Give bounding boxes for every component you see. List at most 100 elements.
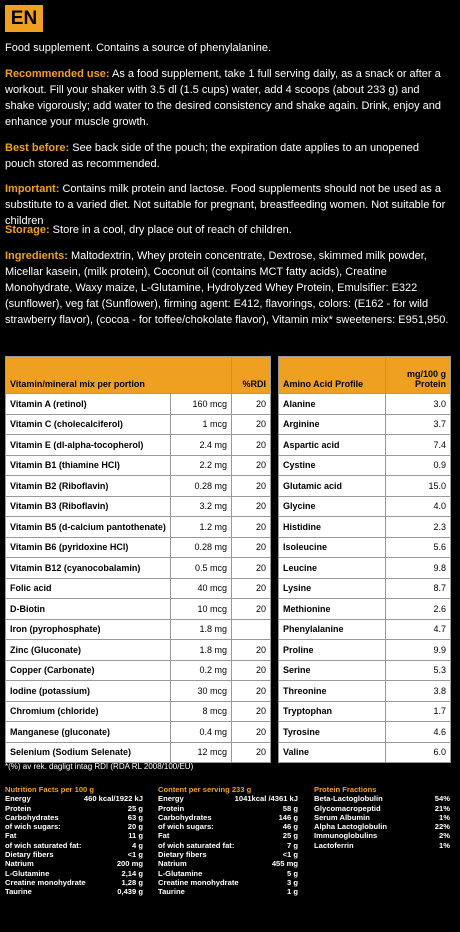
vitamin-rdi: 20 (231, 557, 271, 579)
vitamin-name: Iron (pyrophosphate) (5, 618, 171, 640)
nutrition-100g-row-label: Creatine monohydrate (5, 877, 86, 887)
vitamin-row: Selenium (Sodium Selenate) 12 mcg 20 (5, 741, 271, 763)
protein-fraction-row: Serum Albumin 1% (314, 813, 450, 822)
amino-name: Serine (278, 659, 386, 681)
vitamin-row: Vitamin A (retinol) 160 mcg 20 (5, 393, 271, 415)
amino-value: 0.9 (385, 454, 451, 476)
vitamin-amount: 1.2 mg (170, 516, 232, 538)
nutrition-serving-row-label: of wich sugars: (158, 822, 214, 832)
amino-value: 3.0 (385, 393, 451, 415)
vitamin-amount: 160 mcg (170, 393, 232, 415)
nutrition-100g-row: Energy 460 kcal/1922 kJ (5, 794, 143, 803)
amino-row: Proline 9.9 (278, 639, 451, 661)
vitamin-name: Manganese (gluconate) (5, 721, 171, 743)
nutrition-100g-row-value: 20 g (127, 822, 143, 832)
vitamin-rdi: 20 (231, 577, 271, 599)
nutrition-100g-row-label: Fat (5, 831, 17, 841)
vitamin-row: Iron (pyrophosphate) 1.8 mg (5, 618, 271, 640)
nutrition-serving-row-value: <1 g (282, 850, 298, 860)
vitamin-amount: 30 mcg (170, 680, 232, 702)
amino-table-header: Amino Acid Profile mg/100 g Protein (278, 356, 451, 394)
vitamin-name: Vitamin B5 (d-calcium pantothenate) (5, 516, 171, 538)
vitamin-amount: 2.2 mg (170, 454, 232, 476)
vitamin-rdi: 20 (231, 700, 271, 722)
vitamin-row: Vitamin C (cholecalciferol) 1 mcg 20 (5, 413, 271, 435)
vitamin-row: Vitamin B2 (Riboflavin) 0.28 mg 20 (5, 475, 271, 497)
vitamin-name: D-Biotin (5, 598, 171, 620)
amino-row: Phenylalanine 4.7 (278, 618, 451, 640)
vitamin-row: Iodine (potassium) 30 mcg 20 (5, 680, 271, 702)
vitamin-name: Vitamin B6 (pyridoxine HCl) (5, 536, 171, 558)
nutrition-100g-row: Natrium 200 mg (5, 859, 143, 868)
amino-name: Leucine (278, 557, 386, 579)
vitamin-rdi: 20 (231, 536, 271, 558)
nutrition-100g-row-value: 200 mg (116, 859, 143, 869)
vitamin-row: Folic acid 40 mcg 20 (5, 577, 271, 599)
amino-row: Tyrosine 4.6 (278, 721, 451, 743)
amino-row: Alanine 3.0 (278, 393, 451, 415)
nutrition-100g-heading: Nutrition Facts per 100 g (5, 785, 95, 794)
protein-fraction-row-label: Glycomacropeptid (314, 803, 381, 813)
amino-row: Glycine 4.0 (278, 495, 451, 517)
vitamin-rdi: 20 (231, 598, 271, 620)
amino-name: Methionine (278, 598, 386, 620)
protein-fraction-row: Beta-Lactoglobulin 54% (314, 794, 450, 803)
nutrition-100g-row-label: Dietary fibers (5, 850, 54, 860)
vitamin-rdi: 20 (231, 721, 271, 743)
amino-row: Histidine 2.3 (278, 516, 451, 538)
nutrition-100g-row-value: 460 kcal/1922 kJ (83, 794, 143, 804)
nutrition-serving-row: of wich sugars: 46 g (158, 822, 298, 831)
nutrition-serving-row: Taurine 1 g (158, 887, 298, 896)
nutrition-100g-row: L-Glutamine 2,14 g (5, 869, 143, 878)
vitamin-name: Zinc (Gluconate) (5, 639, 171, 661)
amino-name: Phenylalanine (278, 618, 386, 640)
amino-row: Leucine 9.8 (278, 557, 451, 579)
protein-fraction-row-value: 1% (439, 812, 450, 822)
nutrition-100g-row-value: 4 g (132, 840, 143, 850)
nutrition-100g-row-label: Carbohydrates (5, 812, 59, 822)
vitamin-rdi: 20 (231, 639, 271, 661)
ingredients-label: Ingredients: (5, 250, 68, 262)
nutrition-100g-row-label: Energy (5, 794, 31, 804)
nutrition-serving-row-value: 5 g (287, 868, 298, 878)
nutrition-serving-row-value: 455 mg (271, 859, 298, 869)
amino-value: 6.0 (385, 741, 451, 763)
amino-name: Threonine (278, 680, 386, 702)
amino-name: Arginine (278, 413, 386, 435)
vitamin-header-rdi: %RDI (231, 356, 271, 394)
protein-fraction-row-value: 1% (439, 840, 450, 850)
nutrition-100g-row-label: of wich sugars: (5, 822, 61, 832)
vitamin-amount: 0.28 mg (170, 536, 232, 558)
nutrition-100g-row: Fat 11 g (5, 831, 143, 840)
amino-value: 2.3 (385, 516, 451, 538)
nutrition-100g-row-value: 1,28 g (121, 877, 143, 887)
nutrition-100g-row-label: L-Glutamine (5, 868, 50, 878)
vitamin-row: Vitamin B5 (d-calcium pantothenate) 1.2 m… (5, 516, 271, 538)
vitamin-amount: 40 mcg (170, 577, 232, 599)
vitamin-amount: 3.2 mg (170, 495, 232, 517)
nutrition-serving-row: Natrium 455 mg (158, 859, 298, 868)
vitamin-rdi: 20 (231, 475, 271, 497)
protein-fraction-row: Lactoferrin 1% (314, 841, 450, 850)
vitamin-rdi: 20 (231, 516, 271, 538)
storage-note: Storage: Store in a cool, dry place out … (5, 222, 451, 238)
nutrition-serving-row-value: 1 g (287, 887, 298, 897)
amino-value: 9.8 (385, 557, 451, 579)
amino-row: Cystine 0.9 (278, 454, 451, 476)
nutrition-serving-row-label: Taurine (158, 887, 185, 897)
vitamin-name: Vitamin B1 (thiamine HCl) (5, 454, 171, 476)
nutrition-100g-row-value: 0,439 g (117, 887, 143, 897)
protein-fraction-row-label: Beta-Lactoglobulin (314, 794, 383, 804)
important-note: Important: Contains milk protein and lac… (5, 181, 451, 229)
amino-value: 9.9 (385, 639, 451, 661)
vitamin-row: Manganese (gluconate) 0.4 mg 20 (5, 721, 271, 743)
nutrition-100g-row: of wich sugars: 20 g (5, 822, 143, 831)
vitamin-rdi (231, 618, 271, 640)
amino-row: Methionine 2.6 (278, 598, 451, 620)
rdi-footnote: *(%) av rek. dagligt intag RDI (RDA RL 2… (5, 762, 194, 771)
protein-fraction-row-value: 2% (439, 831, 450, 841)
ingredients: Ingredients: Maltodextrin, Whey protein … (5, 248, 451, 328)
amino-value: 4.0 (385, 495, 451, 517)
ingredients-text: Maltodextrin, Whey protein concentrate, … (5, 250, 449, 326)
amino-value: 8.7 (385, 577, 451, 599)
